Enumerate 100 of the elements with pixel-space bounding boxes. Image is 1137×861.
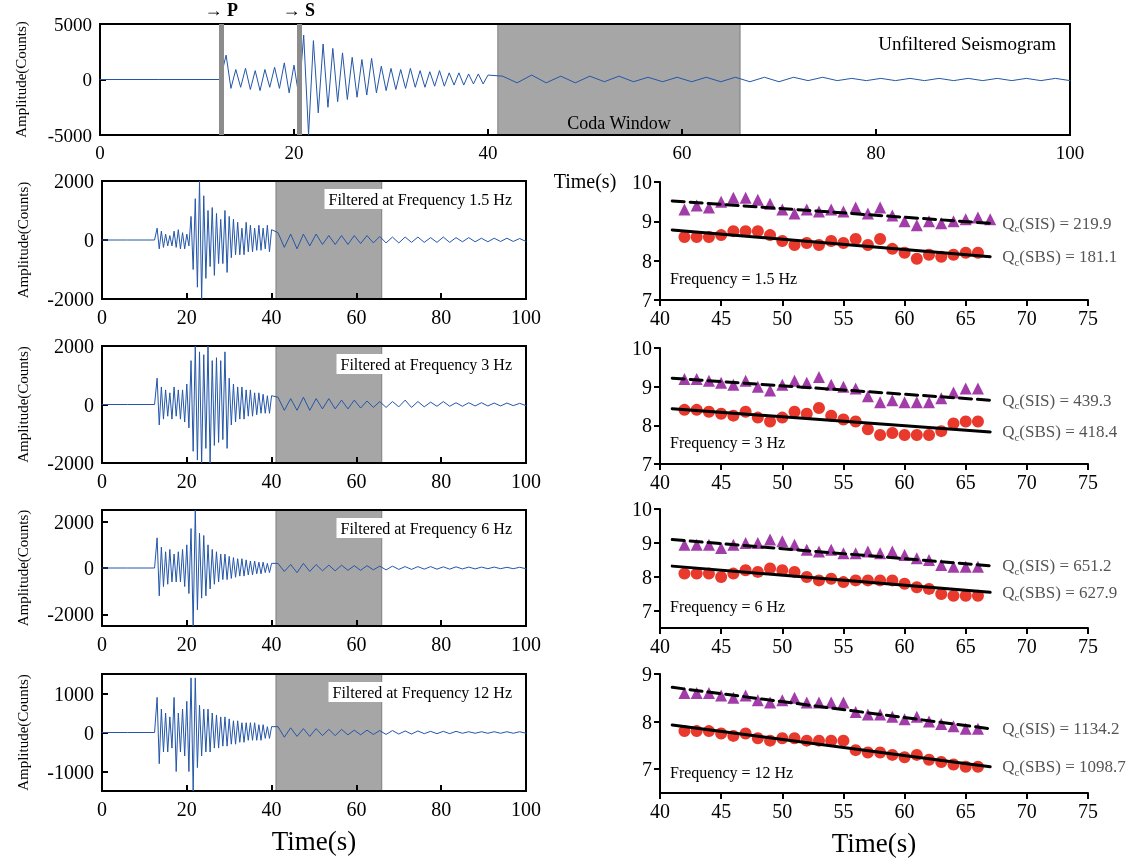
point <box>874 396 887 409</box>
x-tick-label: 60 <box>894 800 915 822</box>
y-tick-label: -1000 <box>47 760 94 783</box>
point <box>715 542 728 555</box>
point <box>874 429 887 441</box>
point <box>959 415 972 428</box>
band-label: Coda Window <box>567 112 671 133</box>
y-axis-title: Amplitude(Counts) <box>14 181 32 299</box>
x-tick-label: 50 <box>772 471 793 493</box>
point <box>959 382 972 395</box>
y-tick-label: 7 <box>642 600 652 622</box>
x-tick-label: 40 <box>650 471 670 493</box>
point <box>849 233 862 246</box>
point <box>923 396 936 409</box>
x-tick-label: 40 <box>261 470 282 492</box>
line-series <box>99 34 1071 136</box>
x-tick-label: 60 <box>346 798 367 820</box>
x-tick-label: 60 <box>346 470 367 492</box>
y-axis-title: Amplitude(Counts) <box>14 674 32 791</box>
x-tick-label: 45 <box>711 635 732 657</box>
x-tick-label: 50 <box>772 800 793 822</box>
y-tick-label: 0 <box>84 393 94 416</box>
x-tick-label: 50 <box>772 635 793 657</box>
y-tick-label: 9 <box>642 663 652 685</box>
x-tick-label: 60 <box>346 633 367 655</box>
y-tick-label: 5000 <box>54 13 92 35</box>
y-tick-label: 10 <box>632 498 652 520</box>
y-tick-label: 8 <box>642 710 652 733</box>
point <box>971 415 984 428</box>
point <box>898 396 911 409</box>
x-tick-label: 80 <box>431 470 452 492</box>
x-axis-title: Time(s) <box>831 827 917 858</box>
y-tick-label: 7 <box>642 453 652 475</box>
y-axis-title: Amplitude(Counts) <box>12 21 30 138</box>
x-tick-label: 40 <box>478 142 498 163</box>
point <box>886 394 899 407</box>
point <box>751 193 764 206</box>
x-tick-label: 20 <box>176 633 197 655</box>
y-tick-label: 2000 <box>54 170 94 192</box>
point <box>947 589 960 602</box>
y-tick-label: 8 <box>642 566 652 588</box>
x-tick-label: 100 <box>511 633 541 655</box>
point <box>739 191 752 204</box>
y-tick-label: 2000 <box>54 510 94 533</box>
point <box>898 429 911 441</box>
x-tick-label: 40 <box>261 306 282 328</box>
y-tick-label: -2000 <box>47 452 94 474</box>
x-tick-label: 45 <box>711 307 732 329</box>
point <box>812 371 825 383</box>
point <box>874 201 887 214</box>
y-tick-label: -2000 <box>47 603 94 626</box>
point <box>678 567 691 580</box>
point <box>898 215 911 228</box>
point <box>861 423 874 436</box>
x-tick-label: 75 <box>1078 635 1098 657</box>
y-tick-label: 10 <box>632 171 652 193</box>
y-tick-label: 9 <box>642 210 652 233</box>
y-tick-label: 7 <box>642 289 652 311</box>
x-tick-label: 50 <box>772 307 793 329</box>
x-tick-label: 55 <box>833 635 854 657</box>
point <box>776 535 789 548</box>
x-tick-label: 60 <box>894 307 915 329</box>
point <box>751 380 764 393</box>
text: Filtered at Frequency 3 Hz <box>340 355 512 374</box>
x-tick-label: 55 <box>833 800 854 822</box>
x-tick-label: 20 <box>176 470 197 492</box>
y-tick-label: 2000 <box>54 335 94 357</box>
point <box>861 390 874 403</box>
x-tick-label: 80 <box>431 306 452 328</box>
point <box>678 203 691 216</box>
x-tick-label: 45 <box>711 800 732 822</box>
line-series <box>101 180 527 300</box>
annotation: Frequency = 3 Hz <box>670 433 786 452</box>
x-tick-label: 75 <box>1078 800 1098 822</box>
x-tick-label: 100 <box>511 798 541 820</box>
x-tick-label: 70 <box>1016 800 1037 822</box>
x-axis-title: Time(s) <box>271 825 357 856</box>
point <box>886 427 899 440</box>
x-tick-label: 60 <box>346 306 367 328</box>
y-tick-label: -2000 <box>47 288 94 310</box>
point <box>715 571 728 583</box>
point <box>910 396 923 409</box>
x-tick-label: 40 <box>650 307 670 329</box>
x-tick-label: 100 <box>1055 142 1085 163</box>
y-axis-title: Amplitude(Counts) <box>14 346 32 463</box>
x-tick-label: 40 <box>650 800 670 822</box>
x-tick-label: 45 <box>711 471 732 493</box>
x-axis-title: Time(s) <box>553 170 617 193</box>
point <box>678 538 691 551</box>
text: Filtered at Frequency 12 Hz <box>332 683 512 702</box>
x-tick-label: 40 <box>261 798 282 820</box>
x-tick-label: 40 <box>650 635 670 657</box>
point <box>837 734 850 747</box>
y-tick-label: 8 <box>642 249 652 272</box>
x-tick-label: 70 <box>1016 471 1037 493</box>
x-tick-label: 70 <box>1016 635 1037 657</box>
ref-line-label: → S <box>282 0 316 20</box>
x-tick-label: 65 <box>955 307 976 329</box>
x-tick-label: 70 <box>1016 307 1037 329</box>
x-tick-label: 60 <box>894 471 915 493</box>
